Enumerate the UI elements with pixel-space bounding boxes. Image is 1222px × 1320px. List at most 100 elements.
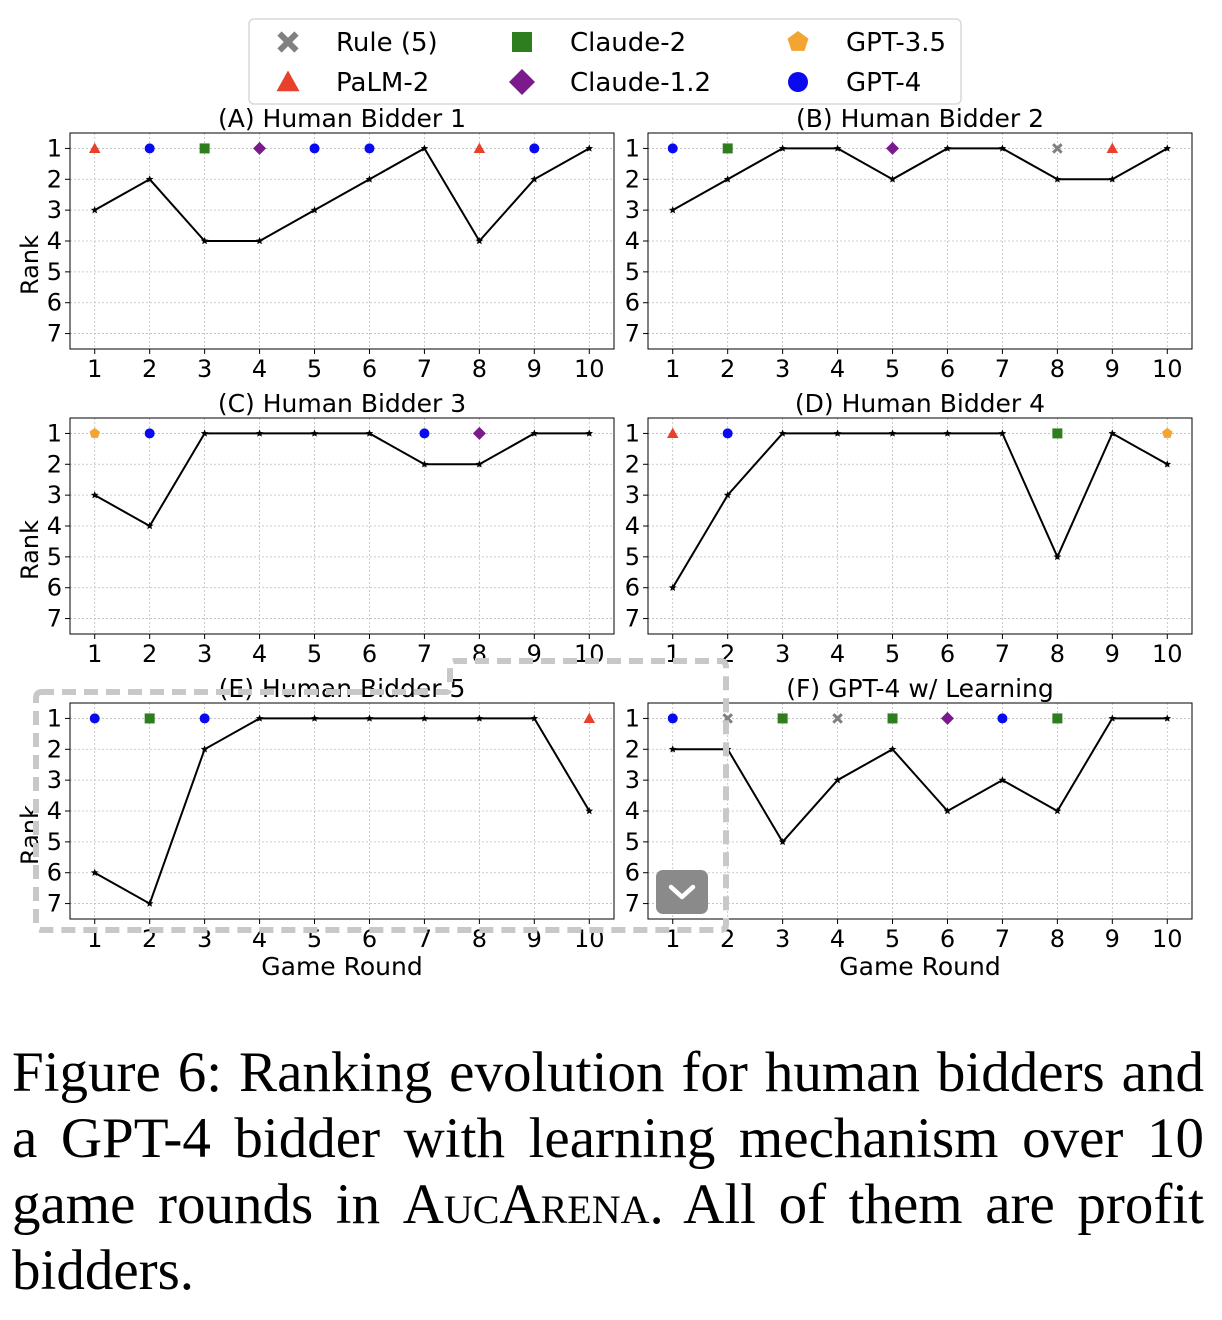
rank-point: [200, 429, 209, 437]
x-tick-label: 7: [995, 925, 1010, 953]
y-tick-label: 2: [47, 165, 62, 193]
rank-point: [998, 144, 1007, 152]
rank-point: [200, 745, 209, 753]
x-tick-label: 5: [307, 355, 322, 383]
x-tick-label: 3: [197, 355, 212, 383]
rank-point: [1163, 460, 1172, 468]
x-tick-label: 9: [1105, 925, 1120, 953]
round-winner-marker: [583, 712, 596, 724]
legend: Rule (5) Claude-2 GPT-3.5 PaLM-2 Claude-1.2 G…: [248, 18, 962, 105]
y-axis-label: Rank: [16, 805, 44, 865]
rank-point: [723, 491, 732, 499]
y-tick-label: 2: [47, 450, 62, 478]
x-tick-label: 6: [362, 640, 377, 668]
y-tick-label: 2: [47, 735, 62, 763]
rank-point: [1108, 429, 1117, 437]
y-tick-label: 5: [47, 258, 62, 286]
rank-point: [833, 429, 842, 437]
round-winner-marker: [1162, 427, 1173, 438]
round-winner-marker: [777, 713, 788, 724]
rank-point: [1053, 807, 1062, 815]
y-tick-label: 2: [625, 735, 640, 763]
rank-point: [90, 206, 99, 214]
x-tick-label: 8: [1050, 355, 1065, 383]
rank-point: [255, 429, 264, 437]
rank-point: [668, 745, 677, 753]
rank-point: [833, 144, 842, 152]
round-winner-marker: [253, 141, 267, 155]
y-tick-label: 7: [47, 320, 62, 348]
x-tick-label: 1: [87, 355, 102, 383]
y-tick-label: 5: [625, 828, 640, 856]
round-winner-marker: [472, 426, 486, 440]
round-winner-marker: [1052, 428, 1063, 439]
y-tick-label: 4: [47, 512, 62, 540]
y-tick-label: 7: [625, 890, 640, 918]
rank-point: [585, 144, 594, 152]
round-winner-marker: [722, 143, 733, 154]
x-tick-label: 3: [775, 640, 790, 668]
round-winner-marker: [529, 143, 540, 154]
rank-point: [310, 714, 319, 722]
x-tick-label: 3: [775, 355, 790, 383]
y-tick-label: 7: [625, 605, 640, 633]
x-tick-label: 4: [830, 640, 845, 668]
y-tick-label: 1: [47, 419, 62, 447]
y-tick-label: 4: [47, 797, 62, 825]
y-tick-label: 7: [47, 890, 62, 918]
round-winner-marker: [88, 142, 101, 154]
figure-caption: Figure 6: Ranking evolution for human bi…: [12, 1040, 1204, 1304]
round-winner-marker: [666, 427, 679, 439]
x-tick-label: 7: [995, 640, 1010, 668]
x-tick-label: 8: [1050, 925, 1065, 953]
y-tick-label: 3: [47, 766, 62, 794]
rank-point: [1053, 552, 1062, 561]
claude2-legend-marker: [512, 32, 532, 52]
y-tick-label: 3: [625, 766, 640, 794]
round-winner-marker: [89, 713, 100, 724]
panel-title: (F) GPT-4 w/ Learning: [786, 674, 1053, 703]
scroll-down-button[interactable]: [656, 870, 708, 914]
round-winner-marker: [199, 713, 210, 724]
rank-point: [90, 491, 99, 499]
rank-point: [668, 583, 677, 591]
x-tick-label: 1: [665, 925, 680, 953]
rank-point: [943, 429, 952, 437]
y-tick-label: 5: [625, 543, 640, 571]
x-tick-label: 9: [1105, 640, 1120, 668]
round-winner-marker: [997, 713, 1008, 724]
y-tick-label: 7: [625, 320, 640, 348]
y-tick-label: 4: [625, 512, 640, 540]
x-tick-label: 6: [940, 355, 955, 383]
rule-legend-marker: [277, 31, 299, 53]
y-tick-label: 1: [625, 419, 640, 447]
x-tick-label: 2: [720, 355, 735, 383]
rank-point: [200, 237, 209, 245]
x-tick-label: 4: [830, 925, 845, 953]
rank-point: [1053, 175, 1062, 183]
round-winner-marker: [667, 713, 678, 724]
panel-title: (E) Human Bidder 5: [219, 674, 466, 703]
rank-point: [585, 429, 594, 437]
x-tick-label: 5: [885, 925, 900, 953]
y-tick-label: 4: [625, 227, 640, 255]
y-tick-label: 2: [625, 450, 640, 478]
rank-point: [365, 175, 374, 183]
rank-point: [420, 144, 429, 152]
round-winner-marker: [1106, 142, 1119, 154]
x-tick-label: 7: [417, 640, 432, 668]
legend-label-claude12: Claude-1.2: [570, 68, 711, 98]
y-tick-label: 1: [47, 134, 62, 162]
rank-point: [255, 237, 264, 245]
legend-label-rule: Rule (5): [336, 28, 438, 58]
x-tick-label: 4: [252, 640, 267, 668]
y-tick-label: 6: [47, 574, 62, 602]
x-tick-label: 8: [472, 355, 487, 383]
legend-label-gpt4: GPT-4: [846, 68, 921, 98]
rank-point: [943, 807, 952, 815]
round-winner-marker: [1052, 713, 1063, 724]
y-tick-label: 6: [625, 859, 640, 887]
round-winner-marker: [940, 711, 954, 725]
gpt35-legend-marker: [787, 31, 809, 51]
rank-point: [475, 460, 484, 468]
